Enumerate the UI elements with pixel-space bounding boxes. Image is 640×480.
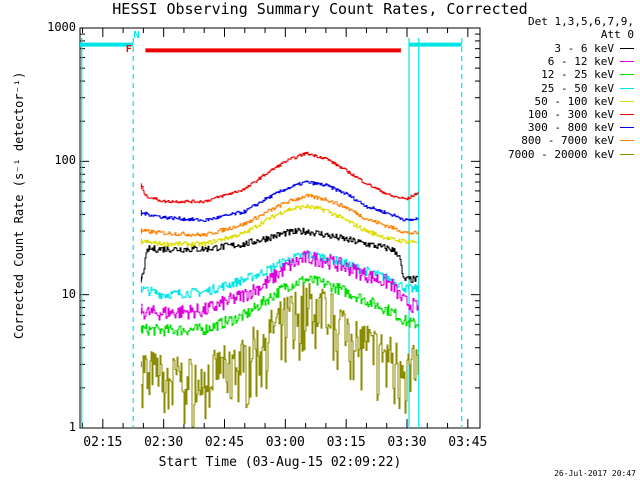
legend-label: 7000 - 20000 keV <box>508 147 614 161</box>
legend-header-line-1: Det 1,3,5,6,7,9, <box>528 15 634 28</box>
y-tick-label: 100 <box>54 153 76 168</box>
legend-swatch <box>620 61 634 63</box>
legend-swatch <box>620 74 634 76</box>
annotation-f-label: F <box>125 44 132 56</box>
series-line-50-100-kev <box>141 204 418 247</box>
legend-entry: 12 - 25 keV <box>541 68 634 81</box>
legend-label: 3 - 6 keV <box>554 42 614 55</box>
legend-swatch <box>620 127 634 129</box>
series-line-12-25-kev <box>141 275 419 337</box>
series-line-300-800-kev <box>141 180 419 222</box>
chart-title: HESSI Observing Summary Count Rates, Cor… <box>112 0 528 18</box>
legend-label: 800 - 7000 keV <box>521 134 614 148</box>
series-line-7000-20000-kev <box>141 283 419 428</box>
x-tick-label: 02:15 <box>83 435 123 450</box>
legend-label: 100 - 300 keV <box>527 108 614 121</box>
x-tick-label: 03:30 <box>387 435 427 450</box>
annotation-n-label: N <box>133 30 140 42</box>
legend-label: 50 - 100 keV <box>534 94 614 108</box>
legend-swatch <box>620 87 634 89</box>
x-tick-label: 03:15 <box>326 435 366 450</box>
legend-entry: 6 - 12 keV <box>548 55 634 68</box>
legend-label: 12 - 25 keV <box>541 68 614 82</box>
legend-entry: 100 - 300 keV <box>528 108 634 121</box>
y-axis-label: Corrected Count Rate (s⁻¹ detector⁻¹) <box>12 71 26 339</box>
x-tick-label: 03:45 <box>448 435 488 450</box>
series-line-3-6-kev <box>141 227 418 283</box>
legend-header-line-2: Att 0 <box>600 28 634 41</box>
y-tick-label: 1 <box>68 420 76 434</box>
legend-entry: 7000 - 20000 keV <box>508 148 634 161</box>
legend-entry: 50 - 100 keV <box>535 95 634 108</box>
series-layer <box>140 151 419 428</box>
legend-entry: 300 - 800 keV <box>528 121 634 134</box>
y-tick-label: 10 <box>61 286 76 301</box>
series-line-100-300-kev <box>141 151 419 204</box>
y-tick-label: 1000 <box>47 20 76 34</box>
plot-frame <box>79 27 481 429</box>
legend-swatch <box>620 100 634 102</box>
legend-entry: 25 - 50 keV <box>541 82 634 95</box>
series-line-6-12-kev <box>141 250 419 321</box>
legend-swatch <box>620 114 634 115</box>
x-tick-label: 02:30 <box>144 435 184 450</box>
legend-swatch <box>620 140 634 142</box>
legend-label: 300 - 800 keV <box>527 121 614 135</box>
x-axis-label: Start Time (03-Aug-15 02:09:22) <box>158 455 402 470</box>
annotations-layer <box>80 38 463 428</box>
legend-label: 6 - 12 keV <box>547 55 614 69</box>
legend-entry: 800 - 7000 keV <box>521 134 634 147</box>
legend-label: 25 - 50 keV <box>541 81 614 95</box>
legend-swatch <box>620 48 634 49</box>
x-tick-label: 02:45 <box>204 435 245 450</box>
series-line-800-7000-kev <box>141 193 419 237</box>
x-tick-label: 03:00 <box>265 435 305 450</box>
ticks-layer <box>80 27 480 429</box>
timestamp: 26-Jul-2017 20:47 <box>554 469 636 478</box>
legend-swatch <box>620 153 634 155</box>
legend-entry: 3 - 6 keV <box>554 42 634 55</box>
